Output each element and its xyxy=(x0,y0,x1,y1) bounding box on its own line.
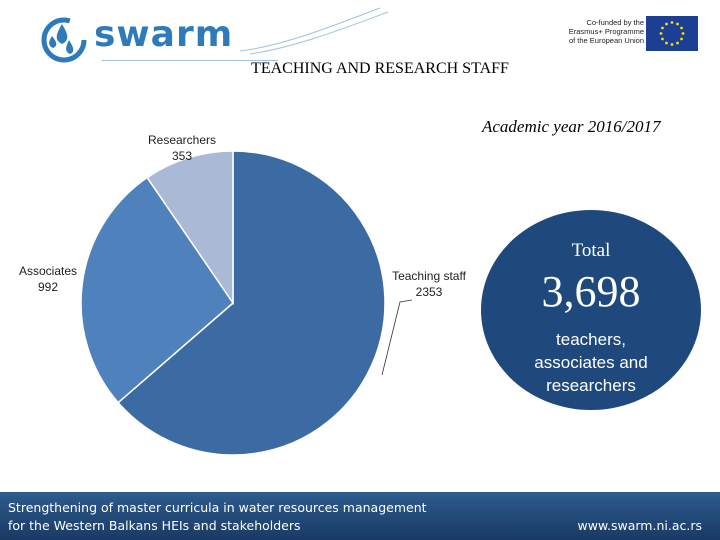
eu-star-icon xyxy=(670,21,674,24)
eu-star-icon xyxy=(680,26,683,30)
associates-slice xyxy=(80,176,234,404)
eu-star-icon xyxy=(659,32,663,35)
eu-star-icon xyxy=(680,37,683,41)
swarm-logo: swarm xyxy=(38,10,278,66)
teaching-staff-value: 2353 xyxy=(415,285,443,299)
researchers-label: Researchers 353 xyxy=(142,132,222,164)
footer-project-text: Strengthening of master curricula in wat… xyxy=(8,499,427,535)
eu-star-icon xyxy=(661,37,664,41)
associates-label: Associates 992 xyxy=(14,263,82,295)
total-desc-line-3: researchers xyxy=(546,376,636,395)
eu-star-icon xyxy=(665,41,668,45)
teaching-staff-label: Teaching staff 2353 xyxy=(386,268,472,300)
wave-decoration xyxy=(240,7,389,55)
footer-line-2: for the Western Balkans HEIs and stakeho… xyxy=(8,518,301,533)
associates-value: 992 xyxy=(37,280,59,294)
eu-star-icon xyxy=(665,22,668,26)
eu-line-3: of the European Union xyxy=(568,36,644,45)
total-label: Total xyxy=(571,240,611,261)
eu-star-icon xyxy=(676,41,679,45)
eu-star-icon xyxy=(676,22,679,26)
eu-flag-icon xyxy=(646,16,698,51)
eu-star-icon xyxy=(661,26,664,30)
researchers-name: Researchers xyxy=(147,133,217,147)
total-desc-line-2: associates and xyxy=(534,353,648,372)
logo-underline xyxy=(102,60,278,61)
researchers-slice xyxy=(146,150,234,306)
water-drops-icon xyxy=(41,17,87,63)
academic-year-label: Academic year 2016/2017 xyxy=(482,117,661,136)
eu-line-1: Co-funded by the xyxy=(586,18,644,27)
teaching-staff-slice xyxy=(117,150,386,456)
teaching-staff-name: Teaching staff xyxy=(392,269,466,283)
footer-line-1: Strengthening of master curricula in wat… xyxy=(8,500,427,515)
eu-star-icon xyxy=(670,43,674,46)
total-value: 3,698 xyxy=(541,267,641,316)
eu-star-icon xyxy=(681,32,685,35)
footer-bar: Strengthening of master curricula in wat… xyxy=(0,492,720,540)
associates-name: Associates xyxy=(18,264,78,278)
logo-text: swarm xyxy=(94,14,234,55)
total-desc-line-1: teachers, xyxy=(556,330,626,349)
total-description: teachers, associates and researchers xyxy=(501,328,681,397)
teaching-staff-leader-line xyxy=(381,299,413,376)
researchers-value: 353 xyxy=(171,149,193,163)
page-title: TEACHING AND RESEARCH STAFF xyxy=(251,60,509,77)
eu-funding-text: Co-funded by the Erasmus+ Programme of t… xyxy=(548,18,644,45)
footer-url-link[interactable]: www.swarm.ni.ac.rs xyxy=(577,518,703,533)
total-circle: Total 3,698 teachers, associates and res… xyxy=(481,210,701,410)
eu-line-2: Erasmus+ Programme xyxy=(568,27,644,36)
